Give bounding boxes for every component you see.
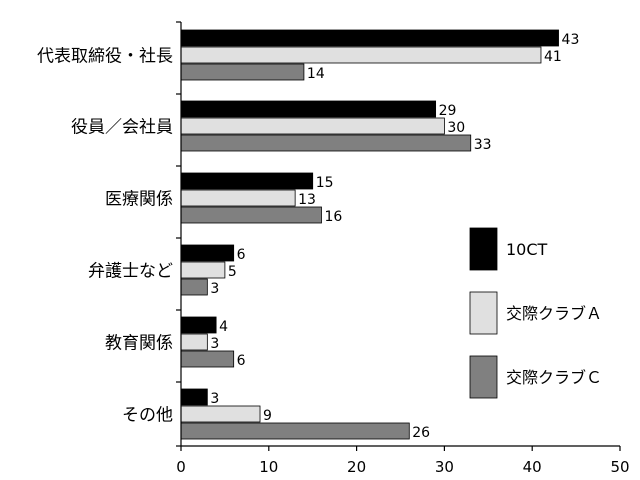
- axes: 0 10 20 30 40 50: [176, 21, 630, 476]
- legend-swatch-2: [469, 291, 498, 335]
- category-label-3: 医療関係: [105, 190, 173, 210]
- bar-1-series-1: [180, 29, 559, 47]
- bar-5-series-2: [180, 333, 208, 351]
- value-label-4-series-2: 5: [228, 264, 237, 280]
- category-label-6: その他: [122, 406, 173, 426]
- legend-swatch-1: [469, 227, 498, 271]
- value-label-1-series-3: 14: [307, 66, 325, 82]
- x-tick-label-40: 40: [523, 458, 542, 476]
- legend-label-1: 10CT: [506, 240, 548, 259]
- value-label-1-series-1: 43: [562, 32, 580, 48]
- value-label-3-series-2: 13: [298, 192, 316, 208]
- value-label-5-series-3: 6: [237, 353, 246, 369]
- value-label-3-series-3: 16: [324, 209, 342, 225]
- legend: 10CT 交際クラブＡ 交際クラブＣ: [469, 227, 602, 399]
- legend-label-3: 交際クラブＣ: [506, 368, 602, 387]
- value-label-6-series-3: 26: [412, 425, 430, 441]
- value-label-1-series-2: 41: [544, 49, 562, 65]
- bar-6-series-1: [180, 388, 208, 406]
- bar-3-series-3: [180, 206, 322, 224]
- bar-5-series-1: [180, 316, 217, 334]
- value-label-5-series-2: 3: [210, 336, 219, 352]
- category-label-5: 教育関係: [105, 334, 173, 354]
- value-label-6-series-2: 9: [263, 408, 272, 424]
- legend-label-2: 交際クラブＡ: [506, 304, 602, 323]
- bar-marks: [180, 29, 559, 440]
- value-label-4-series-1: 6: [237, 247, 246, 263]
- x-tick-label-10: 10: [259, 458, 278, 476]
- bar-5-series-3: [180, 350, 235, 368]
- x-tick-label-50: 50: [610, 458, 629, 476]
- value-label-6-series-1: 3: [210, 391, 219, 407]
- value-label-5-series-1: 4: [219, 319, 228, 335]
- value-label-4-series-3: 3: [210, 281, 219, 297]
- bar-3-series-2: [180, 189, 296, 207]
- bar-4-series-3: [180, 278, 208, 296]
- category-label-2: 役員／会社員: [71, 118, 173, 138]
- x-tick-label-0: 0: [176, 458, 186, 476]
- bar-1-series-3: [180, 63, 305, 81]
- bar-6-series-3: [180, 422, 410, 440]
- bar-2-series-1: [180, 100, 437, 118]
- bar-4-series-1: [180, 244, 235, 262]
- bar-1-series-2: [180, 46, 542, 64]
- x-tick-label-20: 20: [347, 458, 366, 476]
- bar-6-series-2: [180, 405, 261, 423]
- value-label-2-series-2: 30: [447, 120, 465, 136]
- bar-4-series-2: [180, 261, 226, 279]
- value-label-3-series-1: 15: [316, 175, 334, 191]
- value-label-2-series-1: 29: [439, 103, 457, 119]
- category-label-4: 弁護士など: [88, 262, 173, 282]
- legend-swatch-3: [469, 355, 498, 399]
- x-tick-label-30: 30: [435, 458, 454, 476]
- bar-3-series-1: [180, 172, 314, 190]
- bar-2-series-3: [180, 134, 472, 152]
- bar-2-series-2: [180, 117, 445, 135]
- value-label-2-series-3: 33: [474, 137, 492, 153]
- category-label-1: 代表取締役・社長: [37, 47, 173, 67]
